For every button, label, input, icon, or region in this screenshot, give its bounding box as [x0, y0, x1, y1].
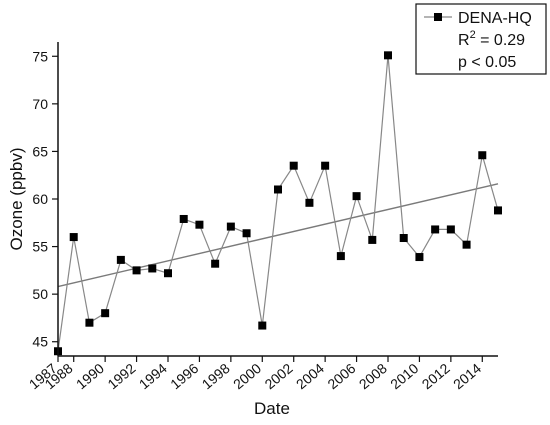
legend-marker [434, 13, 442, 21]
x-tick-label: 1994 [136, 360, 170, 392]
x-tick-label: 2010 [387, 360, 421, 392]
x-tick-label: 2014 [450, 360, 484, 392]
x-tick-label: 1992 [104, 360, 138, 392]
trend-line [57, 183, 499, 288]
data-point [211, 259, 220, 268]
legend: DENA-HQ R2 = 0.29 p < 0.05 [415, 3, 547, 75]
data-point [69, 233, 78, 242]
data-point [384, 51, 392, 60]
axes: 4550556065707519871988199019921994199619… [7, 42, 498, 418]
data-point [258, 321, 267, 330]
data-point [195, 220, 204, 229]
x-tick-label: 1990 [73, 360, 107, 392]
x-tick-label: 2000 [230, 360, 264, 392]
data-point [132, 266, 141, 275]
data-point [148, 264, 157, 273]
x-tick-label: 1998 [199, 360, 233, 392]
x-tick-label: 2004 [293, 360, 327, 392]
legend-p-value: p < 0.05 [458, 54, 516, 71]
legend-series-label: DENA-HQ [458, 10, 532, 27]
y-tick-label: 45 [32, 334, 48, 350]
data-point [446, 225, 455, 234]
data-point [226, 222, 235, 231]
data-point [116, 255, 125, 264]
y-tick-label: 50 [32, 286, 48, 302]
data-point [399, 234, 408, 243]
y-tick-label: 60 [32, 191, 48, 207]
data-point [368, 235, 377, 244]
data-point [242, 229, 251, 238]
data-point [352, 192, 361, 201]
data-point [336, 252, 345, 261]
legend-r-squared: R2 = 0.29 [458, 29, 525, 49]
y-tick-label: 70 [32, 96, 48, 112]
x-tick-label: 2002 [261, 360, 295, 392]
data-point [101, 309, 110, 318]
legend-r-squared-value: = 0.29 [476, 32, 525, 49]
y-tick-label: 55 [32, 239, 48, 255]
data-point [321, 161, 330, 170]
plot-area [54, 51, 502, 356]
data-point [164, 269, 172, 278]
data-point [494, 206, 502, 215]
y-tick-label: 65 [32, 143, 48, 159]
x-tick-label: 2008 [356, 360, 390, 392]
y-tick-label: 75 [32, 48, 48, 64]
data-point [289, 161, 298, 170]
data-point [305, 198, 314, 207]
y-axis-title: Ozone (ppbv) [7, 148, 26, 251]
data-point [415, 253, 424, 262]
x-axis-title: Date [254, 399, 290, 418]
legend-r-squared-prefix: R [458, 32, 470, 49]
data-point [179, 214, 188, 223]
x-tick-label: 2006 [324, 360, 358, 392]
data-point [274, 185, 282, 194]
data-point [431, 225, 440, 234]
series-line [57, 55, 499, 352]
legend-r-squared-superscript: 2 [470, 29, 476, 41]
data-point [478, 151, 487, 160]
data-point [85, 318, 94, 327]
x-tick-label: 2012 [419, 360, 453, 392]
x-tick-label: 1996 [167, 360, 201, 392]
data-point [462, 240, 471, 249]
